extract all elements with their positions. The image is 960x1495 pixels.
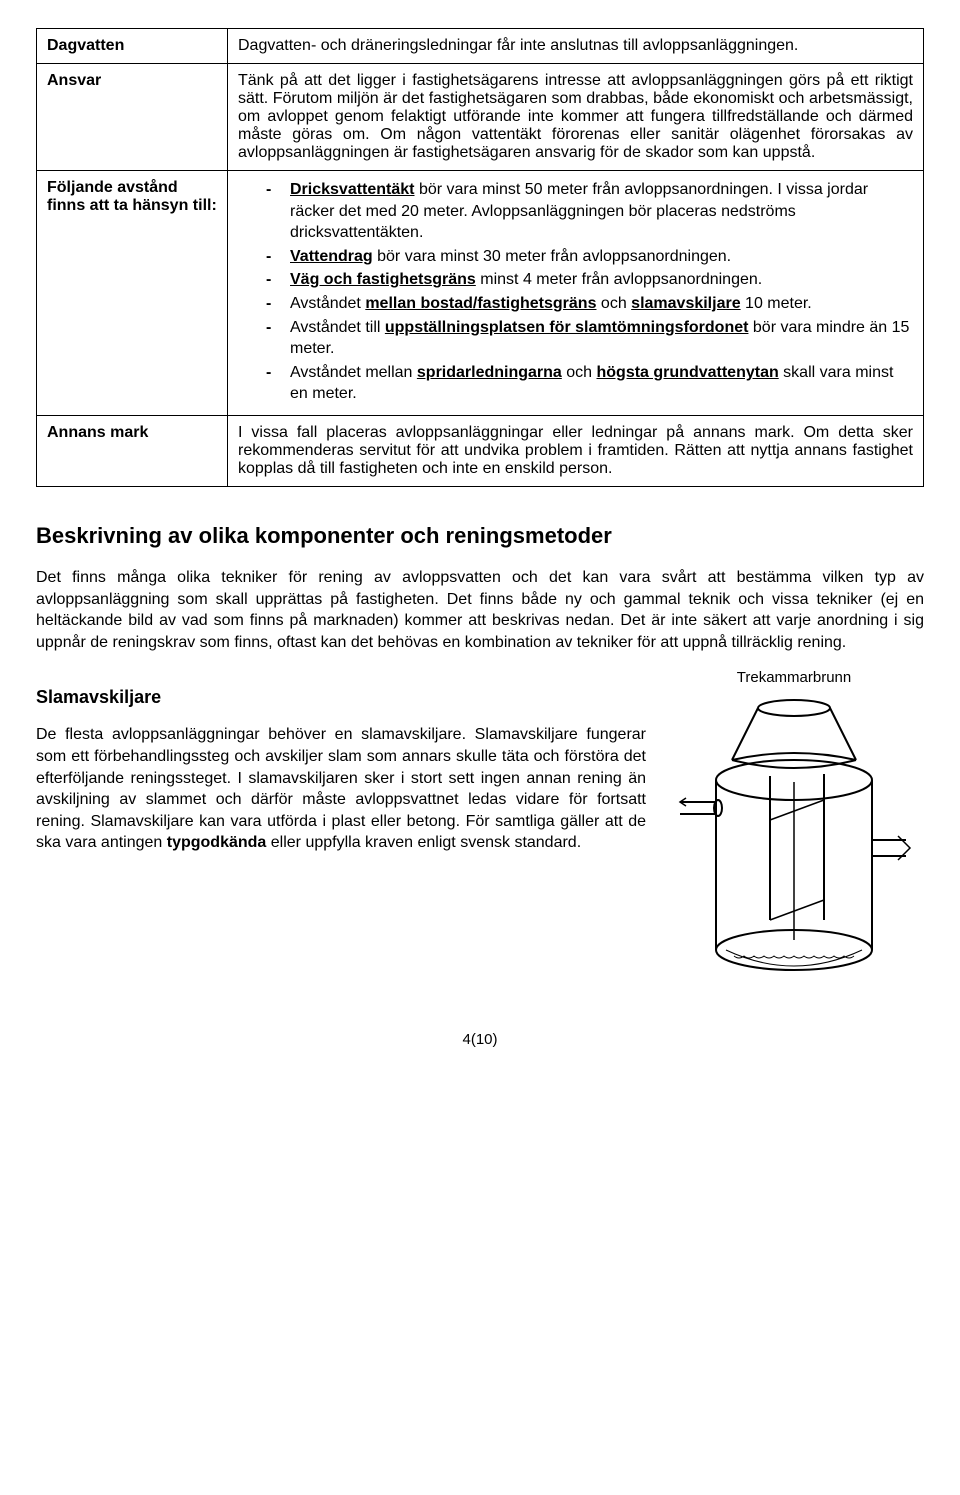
- trekammarbrunn-icon: [674, 690, 914, 990]
- row-content: Dagvatten- och dräneringsledningar får i…: [228, 29, 924, 64]
- distance-item: Väg och fastighetsgräns minst 4 meter fr…: [266, 269, 913, 291]
- section-intro: Det finns många olika tekniker för renin…: [36, 567, 924, 653]
- info-table: DagvattenDagvatten- och dräneringslednin…: [36, 28, 924, 487]
- subsection-text: De flesta avloppsanläggningar behöver en…: [36, 724, 646, 854]
- row-label: Annans mark: [37, 415, 228, 486]
- section-heading: Beskrivning av olika komponenter och ren…: [36, 523, 924, 549]
- distance-item: Dricksvattentäkt bör vara minst 50 meter…: [266, 179, 913, 244]
- row-label: Ansvar: [37, 64, 228, 171]
- distance-item: Avståndet mellan bostad/fastighetsgräns …: [266, 293, 913, 315]
- page-number: 4(10): [36, 1031, 924, 1048]
- row-content: Dricksvattentäkt bör vara minst 50 meter…: [228, 171, 924, 416]
- figure-label: Trekammarbrunn: [664, 669, 924, 686]
- subheading: Slamavskiljare: [36, 687, 646, 708]
- distance-item: Vattendrag bör vara minst 30 meter från …: [266, 246, 913, 268]
- row-content: I vissa fall placeras avloppsanläggninga…: [228, 415, 924, 486]
- row-label: Dagvatten: [37, 29, 228, 64]
- distance-item: Avståndet mellan spridarledningarna och …: [266, 362, 913, 405]
- row-label: Följande avstånd finns att ta hänsyn til…: [37, 171, 228, 416]
- distance-item: Avståndet till uppställningsplatsen för …: [266, 317, 913, 360]
- row-content: Tänk på att det ligger i fastighetsägare…: [228, 64, 924, 171]
- slamavskiljare-block: Slamavskiljare De flesta avloppsanläggni…: [36, 669, 924, 995]
